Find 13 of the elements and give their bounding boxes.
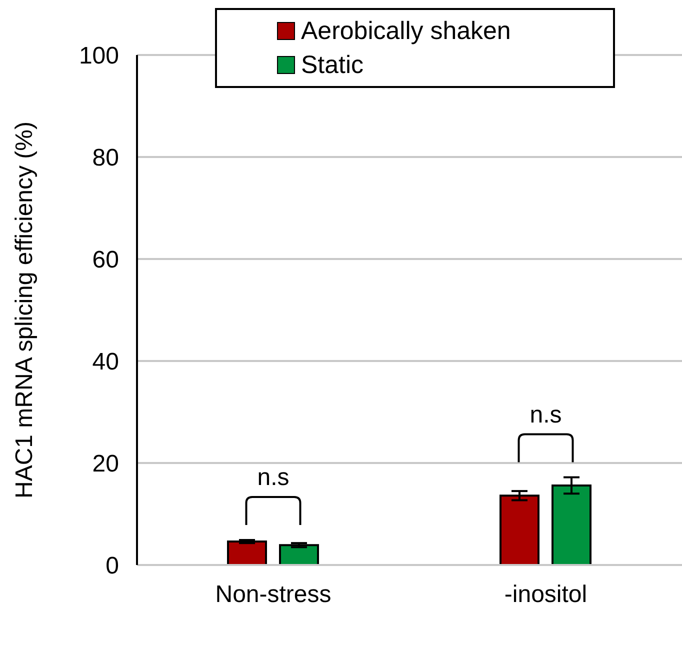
x-tick-label: Non-stress	[215, 581, 332, 608]
y-tick-label: 100	[78, 42, 119, 70]
y-tick-label: 80	[92, 144, 119, 172]
y-tick-label: 20	[92, 450, 119, 478]
legend-label: Static	[301, 50, 364, 81]
y-tick-label: 0	[106, 552, 119, 580]
y-axis-title: HAC1 mRNA splicing efficiency (%)	[11, 121, 38, 499]
legend-label: Aerobically shaken	[301, 16, 511, 47]
y-tick-label: 60	[92, 246, 119, 274]
y-tick-label: 40	[92, 348, 119, 376]
x-tick-label: -inositol	[504, 581, 588, 608]
annotation: n.s	[257, 464, 290, 492]
annotation: n.s	[530, 401, 562, 428]
